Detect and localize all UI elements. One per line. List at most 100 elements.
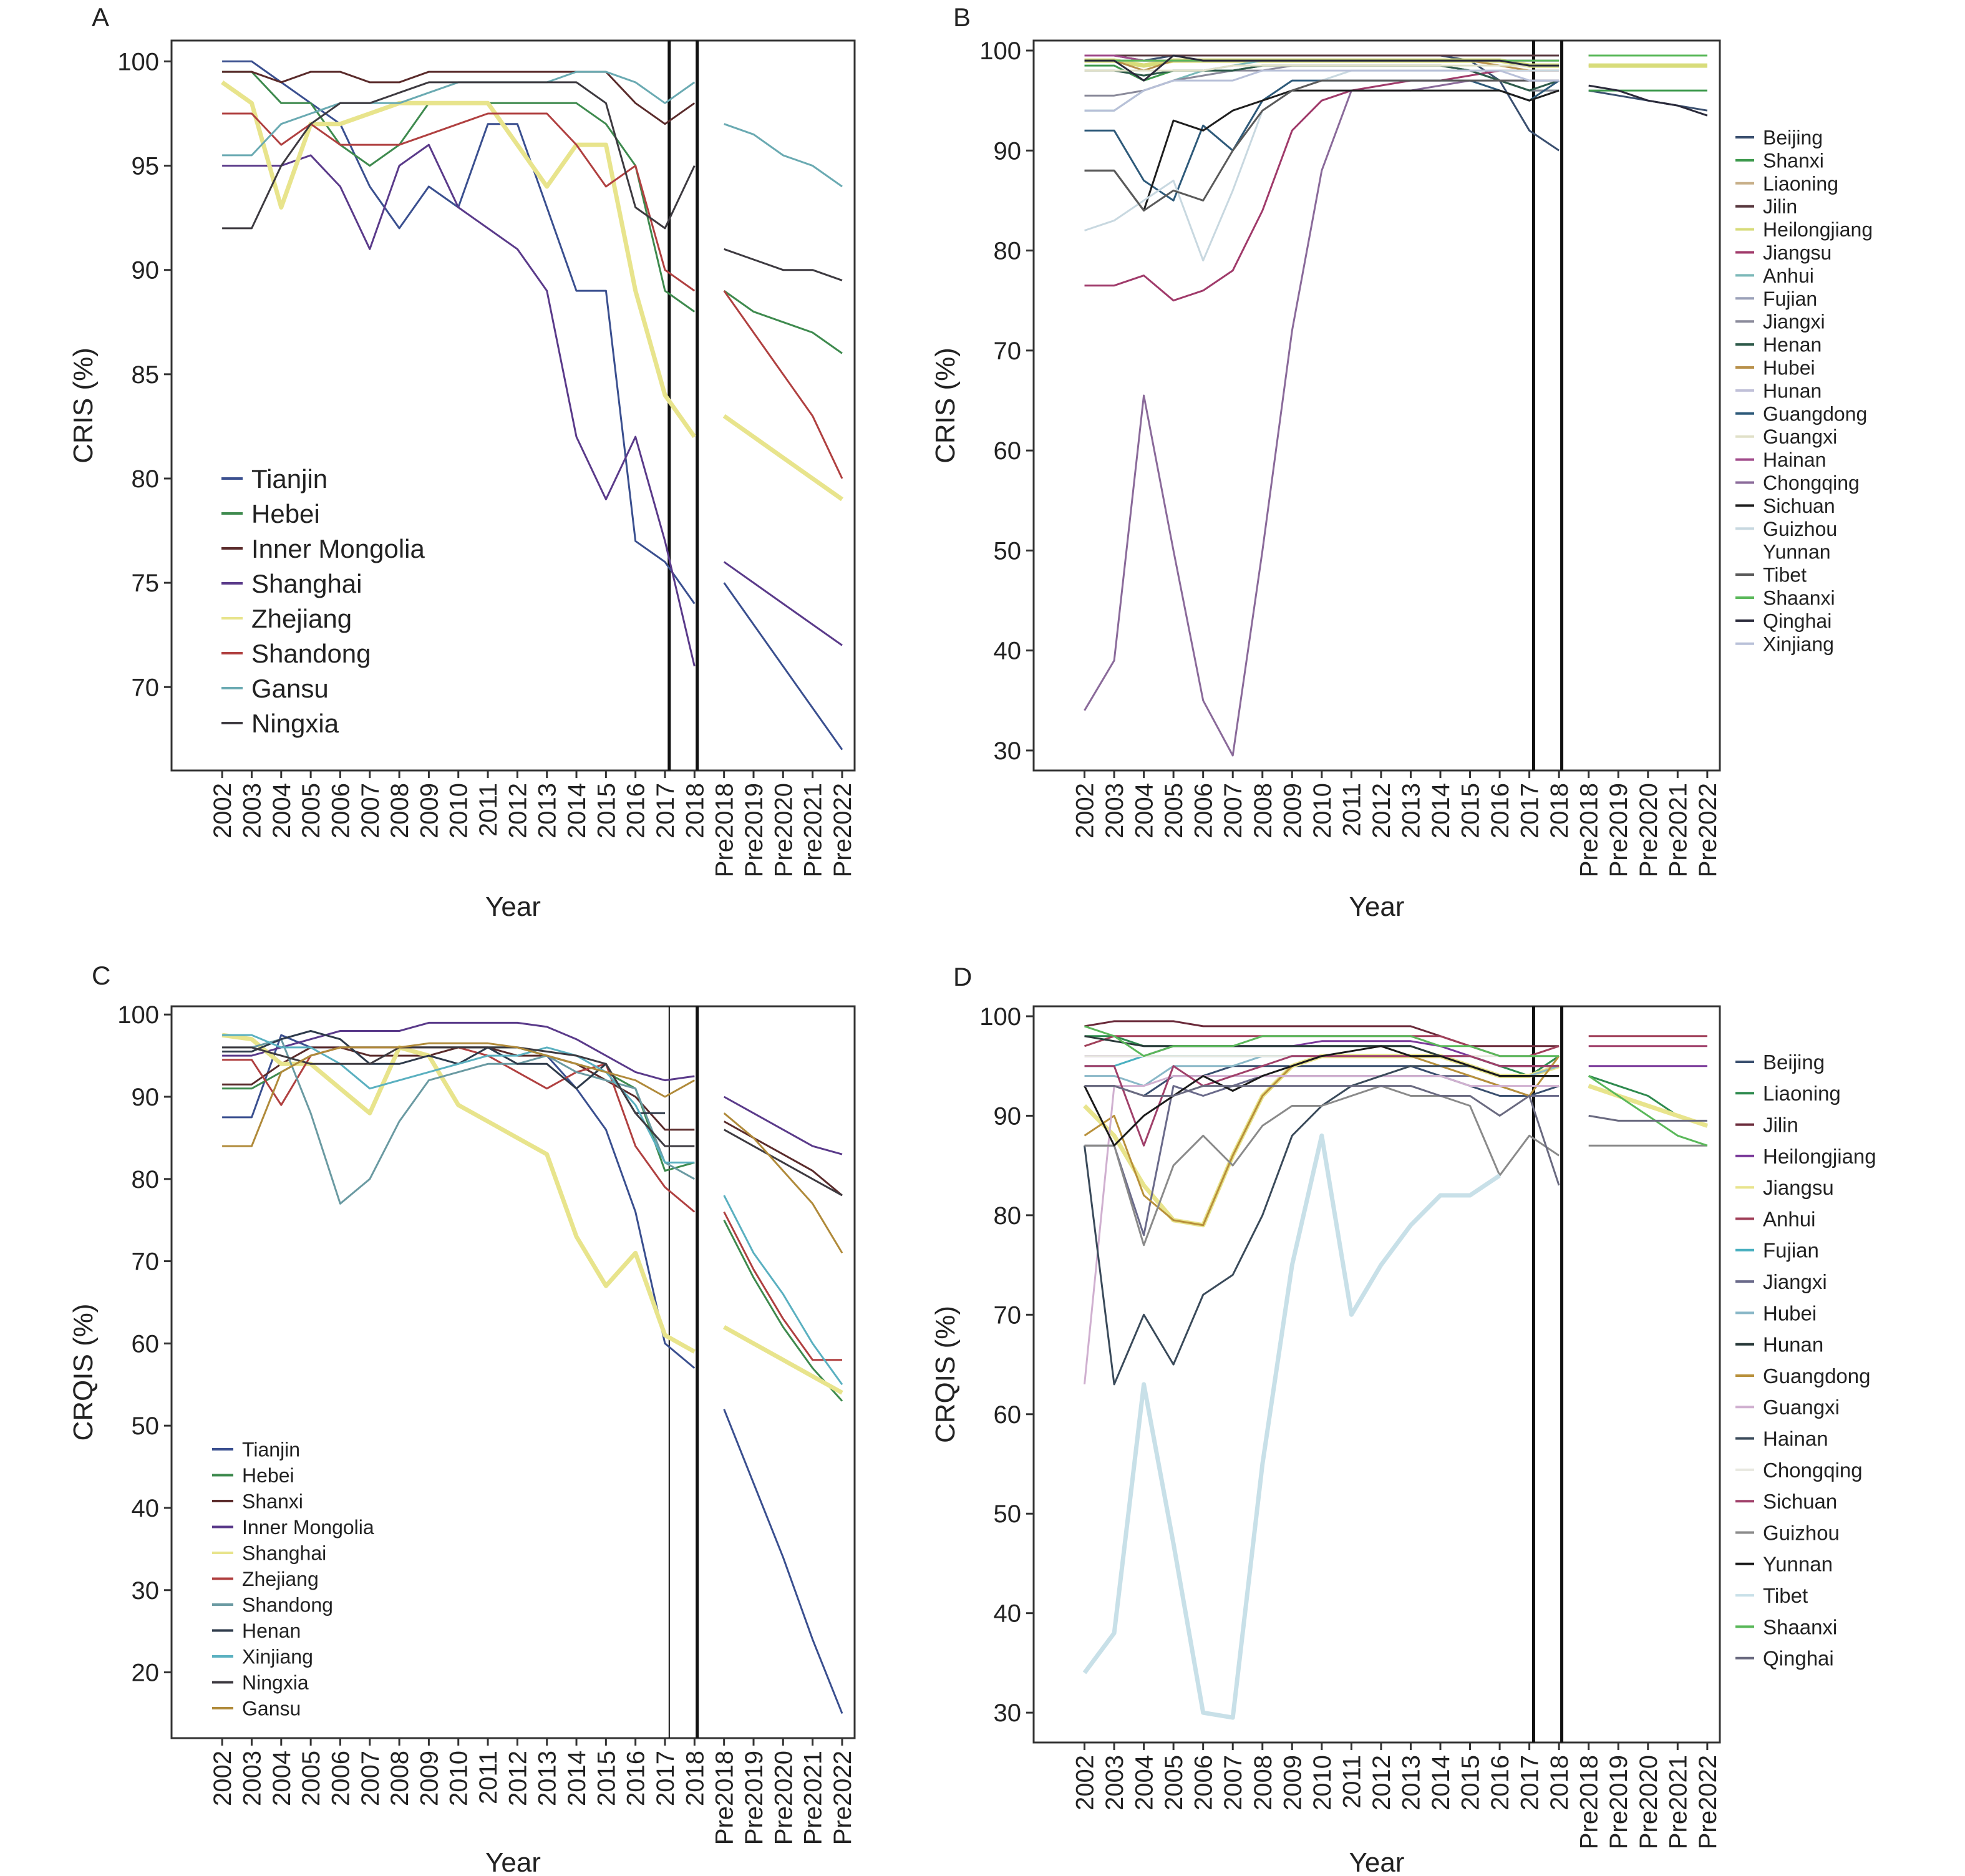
x-tick-label: 2015 xyxy=(593,1751,620,1806)
x-tick-label: 2009 xyxy=(1279,783,1306,838)
legend-label: Hainan xyxy=(1763,449,1826,471)
series-pred-line-ningxia xyxy=(723,1129,843,1197)
x-tick-label: 2015 xyxy=(1457,783,1485,838)
series-pred-line-ningxia xyxy=(724,248,843,281)
y-tick-label: 80 xyxy=(132,465,160,493)
series-line-qinghai xyxy=(1084,54,1560,82)
x-tick-label: 2006 xyxy=(1190,783,1218,838)
legend: Tianjin Hebei Shanxi Inner Mongolia Shanghai… xyxy=(212,1439,374,1720)
y-tick-label: 30 xyxy=(132,1577,160,1605)
legend-label: Guangdong xyxy=(1763,402,1867,425)
x-tick-label: 2006 xyxy=(327,783,354,838)
legend-label: Hunan xyxy=(1763,1333,1823,1356)
x-tick-label: 2015 xyxy=(1457,1755,1485,1810)
legend-label: Guizhou xyxy=(1763,518,1837,540)
y-tick-label: 20 xyxy=(132,1660,160,1687)
x-tick-label: 2005 xyxy=(298,783,325,838)
series-line-sichuan xyxy=(1084,1055,1560,1147)
legend: Beijing Liaoning Jilin Heilongjiang Jiangsu A… xyxy=(1735,1051,1876,1670)
legend-label: Qinghai xyxy=(1763,1647,1834,1670)
x-tick-label: Pre2020 xyxy=(770,783,797,877)
series-pred-line-inner-mongolia xyxy=(723,1096,843,1155)
y-tick-label: 40 xyxy=(994,1600,1022,1628)
x-tick-label: 2002 xyxy=(1072,783,1099,838)
legend-label: Heilongjiang xyxy=(1763,1145,1876,1168)
x-tick-label: 2013 xyxy=(1397,783,1425,838)
series-line-yunnan xyxy=(1084,1045,1560,1147)
x-tick-label: Pre2022 xyxy=(829,783,856,877)
legend-label: Shandong xyxy=(242,1594,333,1616)
x-tick-label: 2012 xyxy=(504,783,531,838)
y-tick-label: 85 xyxy=(132,361,160,389)
legend-label: Hebei xyxy=(251,499,320,528)
series-line-qinghai xyxy=(1084,1085,1560,1186)
series-pred-line-shandong xyxy=(723,290,843,479)
series-line-inner-mongolia xyxy=(222,1021,695,1082)
x-tick-label: 2010 xyxy=(445,783,473,838)
y-tick-label: 50 xyxy=(994,537,1022,565)
x-tick-label: Pre2018 xyxy=(711,1751,739,1845)
panel-letter: A xyxy=(92,2,109,32)
x-tick-label: 2007 xyxy=(1220,783,1247,838)
series-pred-line-gansu xyxy=(723,1112,843,1254)
series-pred-line-shaanxi xyxy=(1588,1075,1708,1147)
y-tick-label: 70 xyxy=(132,1248,160,1276)
x-tick-label: 2015 xyxy=(593,783,620,838)
legend-label: Hubei xyxy=(1763,1301,1817,1324)
x-tick-label: 2011 xyxy=(1338,1755,1366,1809)
x-tick-label: 2010 xyxy=(445,1751,473,1806)
series-line-guangxi xyxy=(1084,1075,1560,1385)
y-tick-label: 60 xyxy=(994,437,1022,465)
series-line-shanghai xyxy=(222,143,696,667)
legend-label: Jilin xyxy=(1763,195,1797,218)
series-line-beijing xyxy=(1084,1065,1560,1097)
series-pred-line-qinghai xyxy=(1588,84,1708,117)
series-group xyxy=(1084,54,1708,757)
series-pred-line-jiangsu xyxy=(1588,1084,1709,1128)
x-tick-label: Pre2021 xyxy=(1664,783,1692,877)
x-tick-label: 2017 xyxy=(1516,1755,1544,1810)
legend-label: Anhui xyxy=(1763,1207,1815,1230)
panel-c: C 20 30 40 50 60 70 80 90 100 2002 2003 2004 2005 2006… xyxy=(68,961,856,1876)
x-tick-label: 2003 xyxy=(238,783,266,838)
y-axis-title: CRQIS (%) xyxy=(930,1306,961,1443)
x-tick-label: Pre2022 xyxy=(829,1751,856,1845)
y-tick-label: 100 xyxy=(979,1003,1021,1031)
x-tick-label: 2003 xyxy=(238,1751,266,1806)
y-tick-label: 70 xyxy=(994,1301,1022,1329)
plot-frame xyxy=(170,39,856,772)
legend-label: Guangxi xyxy=(1763,1396,1840,1419)
series-line-xinjiang xyxy=(222,1034,695,1164)
x-tick-label: 2017 xyxy=(1516,783,1544,838)
legend-label: Qinghai xyxy=(1763,610,1832,632)
legend-label: Fujian xyxy=(1763,288,1817,310)
legend-label: Shanghai xyxy=(251,569,362,598)
y-axis-title: CRQIS (%) xyxy=(68,1304,99,1441)
plot-frame xyxy=(170,1005,856,1739)
legend-label: Zhejiang xyxy=(242,1568,319,1590)
legend-label: Shaanxi xyxy=(1763,587,1835,610)
legend-label: Liaoning xyxy=(1763,1082,1841,1105)
y-tick-label: 100 xyxy=(117,48,159,75)
series-line-guizhou xyxy=(1084,69,1560,262)
legend-label: Jiangsu xyxy=(1763,1176,1834,1199)
series-pred-line-shanghai xyxy=(722,1324,843,1395)
x-tick-label: 2009 xyxy=(415,1751,443,1806)
series-line-jiangsu xyxy=(1084,69,1560,302)
y-tick-label: 60 xyxy=(994,1401,1022,1429)
plot-frame xyxy=(1032,39,1721,772)
x-tick-label: Pre2018 xyxy=(711,783,739,877)
x-tick-label: 2017 xyxy=(652,1751,679,1806)
series-line-jilin xyxy=(1084,1020,1560,1047)
series-line-guizhou xyxy=(1084,1085,1560,1247)
series-group xyxy=(221,1021,843,1714)
y-tick-label: 100 xyxy=(117,1001,159,1029)
x-tick-label: 2004 xyxy=(268,1751,296,1806)
series-group xyxy=(1082,1020,1709,1720)
x-tick-label: 2005 xyxy=(298,1751,325,1806)
series-line-ningxia xyxy=(222,81,696,230)
legend-label: Guangdong xyxy=(1763,1364,1871,1388)
legend-label: Hainan xyxy=(1763,1427,1828,1450)
x-tick-label: 2004 xyxy=(1131,1755,1158,1810)
legend-label: Sichuan xyxy=(1763,495,1835,517)
